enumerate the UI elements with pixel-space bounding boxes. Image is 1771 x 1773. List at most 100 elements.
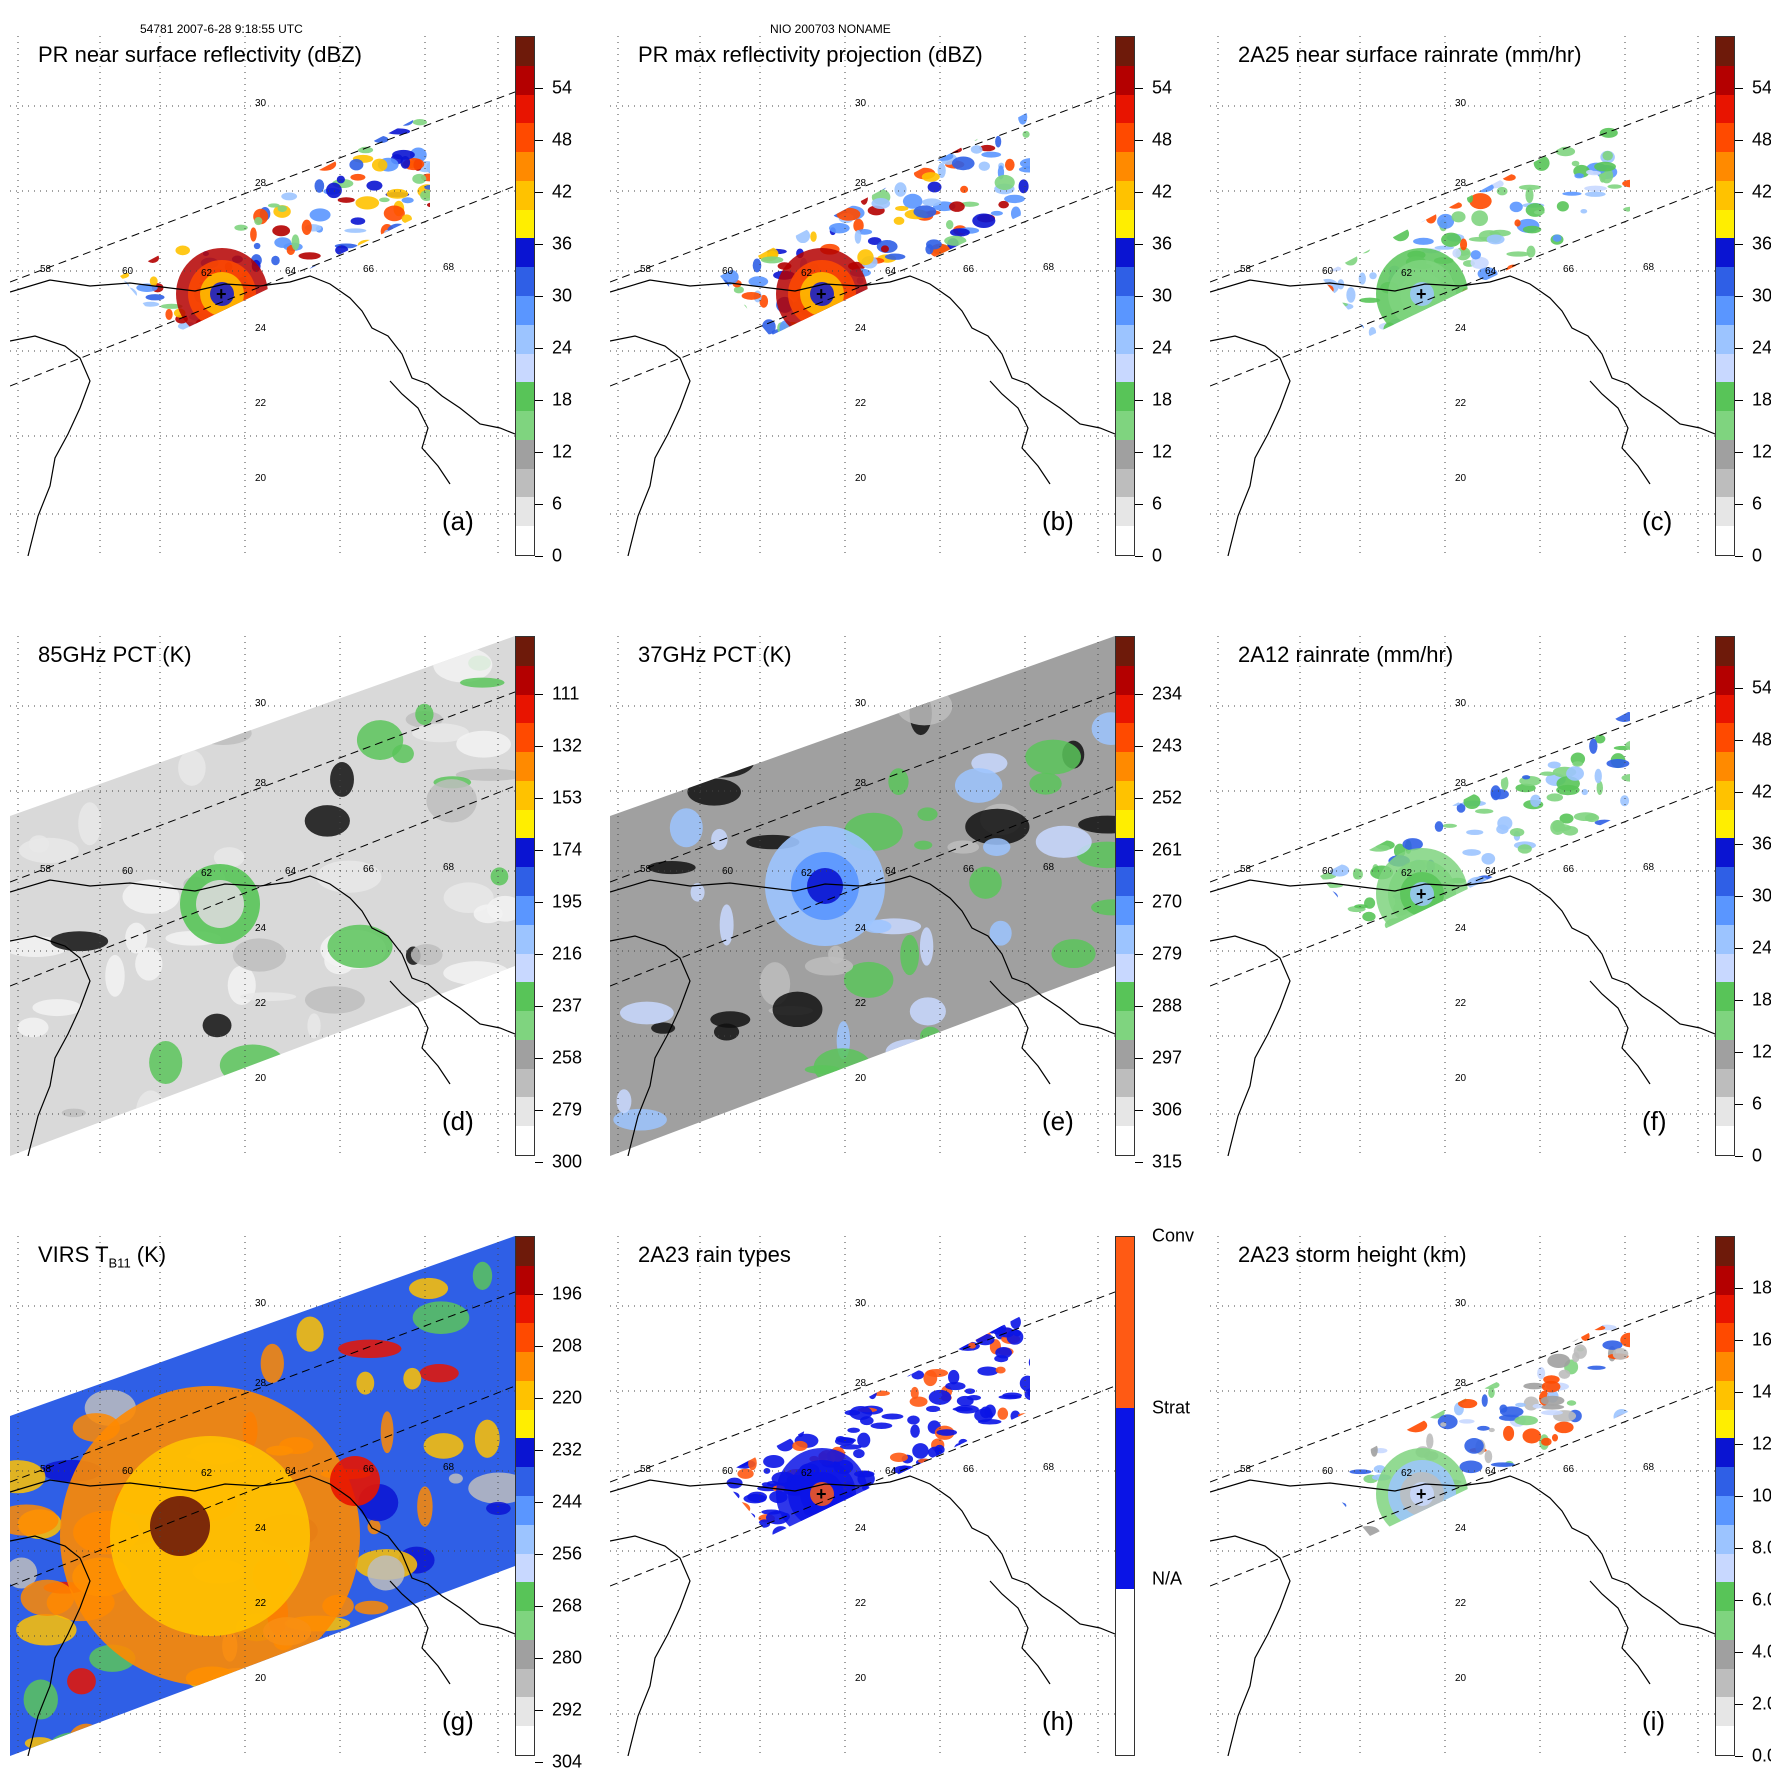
echo-cell xyxy=(1595,309,1618,325)
echo-cell xyxy=(1320,121,1331,128)
field-patch xyxy=(885,1039,935,1065)
echo-cell xyxy=(1597,301,1617,306)
echo-cell xyxy=(1538,1315,1553,1332)
longitude-label: 64 xyxy=(1485,1466,1497,1477)
echo-cell xyxy=(1480,1326,1501,1331)
echo-cell xyxy=(1390,164,1404,177)
echo-cell xyxy=(935,311,960,327)
colorbar-segment xyxy=(1716,1524,1734,1554)
colorbar-tick xyxy=(1735,1704,1743,1705)
field-patch xyxy=(647,860,696,875)
echo-cell xyxy=(1002,240,1023,246)
echo-cell xyxy=(780,1428,787,1442)
longitude-label: 62 xyxy=(1401,268,1413,279)
echo-cell xyxy=(1421,1322,1432,1338)
echo-cell xyxy=(1454,151,1473,156)
longitude-label: 66 xyxy=(363,864,375,875)
echo-cell xyxy=(1594,161,1616,172)
echo-cell xyxy=(966,1496,985,1503)
echo-cell xyxy=(198,143,211,155)
longitude-label: 66 xyxy=(1563,264,1575,275)
echo-cell xyxy=(906,1345,915,1356)
echo-cell xyxy=(1497,726,1514,732)
echo-cell xyxy=(1403,145,1423,154)
echo-cell xyxy=(911,297,935,304)
echo-cell xyxy=(174,205,195,210)
echo-cell xyxy=(120,193,136,207)
echo-cell xyxy=(1448,119,1473,132)
echo-cell xyxy=(291,297,315,308)
echo-cell xyxy=(772,1526,790,1536)
swath-edge xyxy=(1210,91,1715,283)
colorbar-segment xyxy=(516,1409,534,1439)
longitude-label: 62 xyxy=(1401,868,1413,879)
longitude-label: 68 xyxy=(443,1462,455,1473)
field-patch xyxy=(10,1340,41,1382)
echo-cell xyxy=(1455,1495,1463,1510)
echo-cell xyxy=(380,243,388,254)
panel-h: +58 60 62 64 66 68 30 28 24 22 20 2A23 rain types … xyxy=(610,1226,1194,1756)
echo-cell xyxy=(732,1319,748,1328)
field-patch xyxy=(710,1011,751,1028)
echo-cell xyxy=(1625,872,1630,879)
echo-cell xyxy=(894,182,907,197)
colorbar-segment xyxy=(1716,838,1734,868)
swath-edge xyxy=(10,1291,515,1483)
field-patch xyxy=(486,1501,511,1515)
colorbar-segment xyxy=(516,94,534,124)
echo-cell xyxy=(1594,819,1615,826)
longitude-label: 64 xyxy=(885,266,897,277)
echo-cell xyxy=(1003,298,1020,312)
echo-cell xyxy=(1525,187,1534,204)
echo-cell xyxy=(1585,113,1609,125)
echo-cell xyxy=(988,1321,996,1334)
echo-cell xyxy=(1437,213,1455,229)
latitude-label: 24 xyxy=(855,1523,867,1534)
echo-cell xyxy=(995,1346,1012,1359)
echo-cell xyxy=(1477,118,1488,124)
field-patch xyxy=(1091,899,1115,916)
echo-cell xyxy=(748,276,769,287)
colorbar-tick-label: 14.0 xyxy=(1752,1381,1771,1402)
colorbar-segment xyxy=(1116,439,1134,469)
field-patch xyxy=(1029,772,1062,795)
echo-cell xyxy=(231,176,239,190)
echo-cell xyxy=(1451,211,1466,223)
colorbar-tick-label: 232 xyxy=(552,1439,583,1460)
echo-cell xyxy=(1346,287,1356,303)
echo-cell xyxy=(1034,1523,1046,1536)
echo-cell xyxy=(397,115,414,126)
echo-cell xyxy=(777,114,793,129)
field-patch xyxy=(380,1411,394,1454)
echo-cell xyxy=(1371,236,1387,242)
colorbar-tick-label: 10.0 xyxy=(1752,1485,1771,1506)
echo-cell xyxy=(361,326,370,334)
longitude-label: 58 xyxy=(40,1464,52,1475)
colorbar-segment xyxy=(1716,665,1734,695)
echo-cell xyxy=(990,307,1012,313)
echo-cell xyxy=(1320,849,1338,861)
echo-cell xyxy=(1389,141,1404,151)
colorbar-segment xyxy=(1116,982,1134,1012)
echo-cell xyxy=(334,121,357,132)
echo-cell xyxy=(902,1488,926,1498)
longitude-label: 66 xyxy=(363,264,375,275)
echo-cell xyxy=(175,245,190,256)
echo-cell xyxy=(1477,267,1498,281)
echo-cell xyxy=(1409,210,1428,223)
colorbar-tick xyxy=(535,1450,543,1451)
field-patch xyxy=(651,1022,676,1034)
coastline xyxy=(610,1475,1115,1635)
echo-cell xyxy=(786,329,811,336)
echo-cell xyxy=(1369,745,1385,758)
echo-cell xyxy=(720,1327,737,1334)
echo-cell xyxy=(1320,304,1337,310)
echo-cell xyxy=(1470,250,1482,260)
echo-cell xyxy=(829,1320,851,1328)
colorbar-tick-label: 111 xyxy=(552,683,580,704)
field-patch xyxy=(457,1089,481,1108)
echo-cell xyxy=(170,192,184,197)
echo-cell xyxy=(413,296,430,302)
